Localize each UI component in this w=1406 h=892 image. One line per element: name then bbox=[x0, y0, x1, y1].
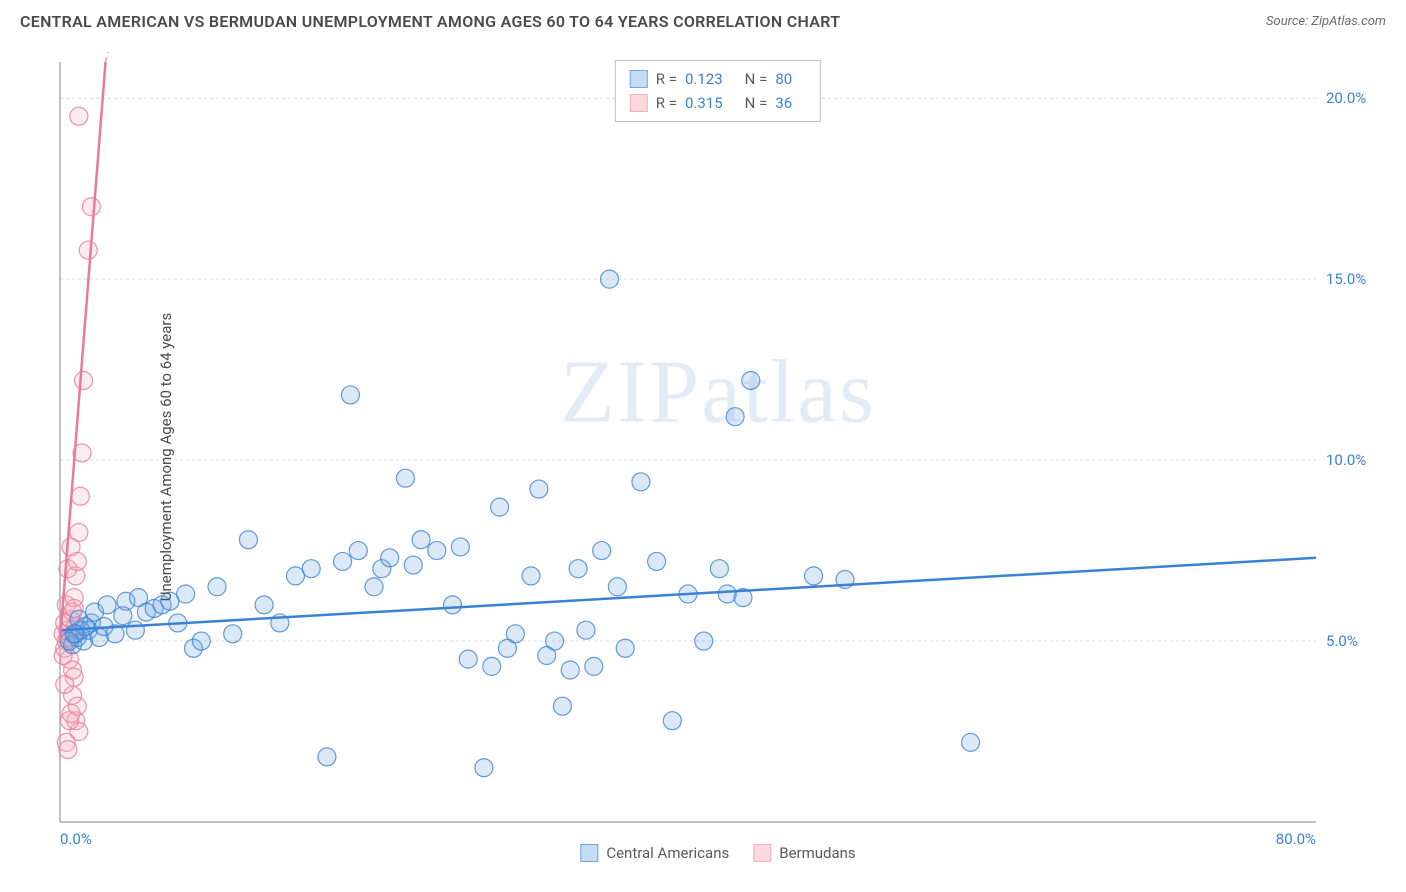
r-value: 0.123 bbox=[685, 67, 723, 91]
svg-text:0.0%: 0.0% bbox=[60, 830, 92, 848]
correlation-row: R = 0.123 N = 80 bbox=[630, 67, 806, 91]
swatch-icon bbox=[580, 844, 598, 862]
svg-text:5.0%: 5.0% bbox=[1326, 632, 1358, 650]
svg-text:20.0%: 20.0% bbox=[1326, 89, 1366, 107]
chart-title: CENTRAL AMERICAN VS BERMUDAN UNEMPLOYMEN… bbox=[20, 12, 840, 31]
chart-container: Unemployment Among Ages 60 to 64 years 5… bbox=[50, 52, 1386, 862]
svg-text:10.0%: 10.0% bbox=[1326, 451, 1366, 469]
chart-source: Source: ZipAtlas.com bbox=[1266, 14, 1386, 29]
legend-label: Central Americans bbox=[606, 844, 729, 862]
chart-header: CENTRAL AMERICAN VS BERMUDAN UNEMPLOYMEN… bbox=[0, 0, 1406, 39]
legend-item: Central Americans bbox=[580, 844, 729, 862]
svg-text:80.0%: 80.0% bbox=[1276, 830, 1316, 848]
n-label: N = bbox=[745, 67, 768, 91]
correlation-row: R = 0.315 N = 36 bbox=[630, 91, 806, 115]
svg-text:15.0%: 15.0% bbox=[1326, 270, 1366, 288]
series-legend: Central Americans Bermudans bbox=[580, 844, 855, 862]
n-label: N = bbox=[745, 91, 768, 115]
scatter-chart: 5.0% 10.0% 15.0% 20.0% 0.0% 80.0% bbox=[50, 52, 1386, 862]
r-label: R = bbox=[656, 91, 677, 115]
swatch-icon bbox=[630, 94, 648, 112]
swatch-icon bbox=[630, 70, 648, 88]
legend-label: Bermudans bbox=[779, 844, 855, 862]
r-value: 0.315 bbox=[685, 91, 723, 115]
y-axis-label: Unemployment Among Ages 60 to 64 years bbox=[157, 313, 175, 601]
legend-item: Bermudans bbox=[753, 844, 855, 862]
n-value: 36 bbox=[775, 91, 792, 115]
swatch-icon bbox=[753, 844, 771, 862]
n-value: 80 bbox=[775, 67, 792, 91]
correlation-legend: R = 0.123 N = 80 R = 0.315 N = 36 bbox=[615, 60, 821, 122]
r-label: R = bbox=[656, 67, 677, 91]
